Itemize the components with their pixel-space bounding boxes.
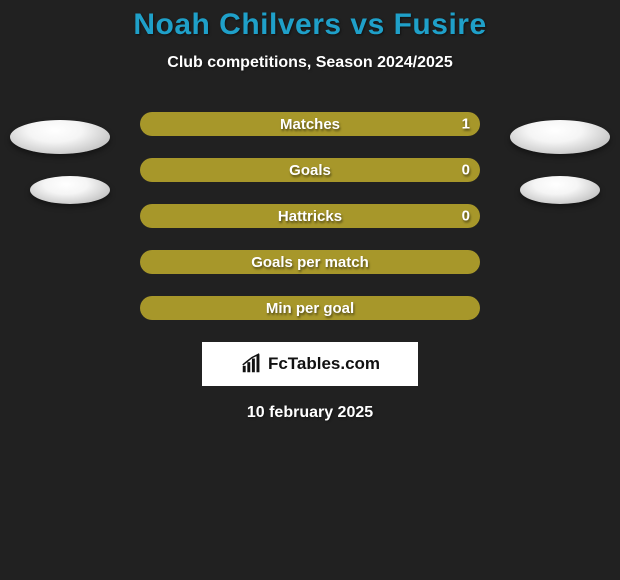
stat-bar: Goals 0 [140, 158, 480, 182]
stat-bar: Hattricks 0 [140, 204, 480, 228]
footer-date: 10 february 2025 [0, 404, 620, 422]
stat-bar: Goals per match [140, 250, 480, 274]
comparison-infographic: Noah Chilvers vs Fusire Club competition… [0, 0, 620, 580]
stat-row-goals-per-match: Goals per match [140, 250, 480, 274]
stat-row-min-per-goal: Min per goal [140, 296, 480, 320]
stat-row-goals: Goals 0 [140, 158, 480, 182]
source-logo: FcTables.com [202, 342, 418, 386]
stat-bar: Min per goal [140, 296, 480, 320]
stat-label: Hattricks [278, 208, 342, 225]
stat-value: 0 [462, 162, 470, 179]
page-subtitle: Club competitions, Season 2024/2025 [0, 54, 620, 72]
stat-bar: Matches 1 [140, 112, 480, 136]
stat-value: 1 [462, 116, 470, 133]
stat-row-hattricks: Hattricks 0 [140, 204, 480, 228]
stat-row-matches: Matches 1 [140, 112, 480, 136]
stat-label: Goals per match [251, 254, 369, 271]
stat-label: Goals [289, 162, 331, 179]
stat-label: Matches [280, 116, 340, 133]
stat-value: 0 [462, 208, 470, 225]
bar-chart-icon [240, 353, 262, 375]
page-title: Noah Chilvers vs Fusire [0, 0, 620, 42]
stat-bars: Matches 1 Goals 0 Hattricks 0 Goals per … [0, 112, 620, 320]
stat-label: Min per goal [266, 300, 354, 317]
logo-text: FcTables.com [268, 354, 380, 374]
